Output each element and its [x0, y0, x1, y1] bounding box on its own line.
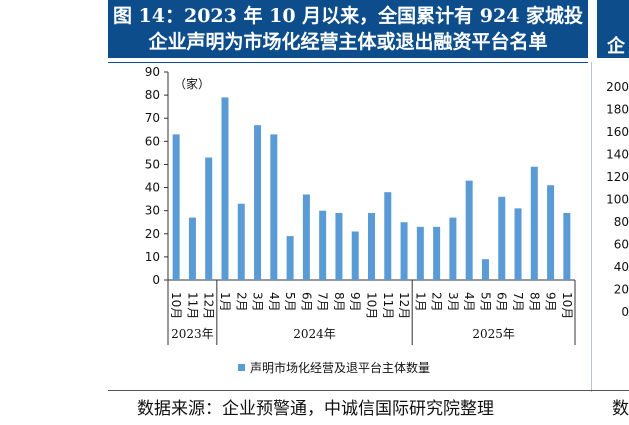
title-underline — [108, 62, 588, 63]
x-category-label: 5月 — [283, 292, 297, 312]
bar — [270, 134, 278, 280]
year-group-label: 2023年 — [171, 327, 214, 341]
bar — [416, 226, 424, 280]
x-category-label: 5月 — [478, 292, 492, 312]
year-group-label: 2024年 — [293, 327, 336, 341]
chart-title-line-1: 图 14：2023 年 10 月以来，全国累计有 924 家城投 — [112, 5, 584, 27]
y-tick-label: 30 — [145, 204, 160, 218]
x-category-label: 2月 — [234, 292, 248, 312]
bar — [302, 194, 310, 280]
adjacent-axis-tick-label: 100 — [606, 193, 629, 207]
x-category-label: 12月 — [397, 292, 411, 319]
bar — [205, 157, 213, 280]
y-tick-label: 20 — [145, 227, 160, 241]
x-category-label: 10月 — [169, 292, 183, 319]
x-category-label: 8月 — [527, 292, 541, 312]
bar — [254, 125, 262, 281]
bar — [221, 97, 229, 280]
bar — [465, 180, 473, 280]
x-category-label: 8月 — [332, 292, 346, 312]
x-category-label: 6月 — [495, 292, 509, 312]
bar — [188, 217, 196, 280]
bar — [563, 212, 571, 280]
x-category-label: 3月 — [251, 292, 265, 312]
x-category-label: 1月 — [413, 292, 427, 312]
bar — [286, 236, 294, 280]
bar — [400, 222, 408, 280]
bar — [547, 185, 555, 280]
adjacent-axis-tick-label: 140 — [606, 148, 629, 162]
bar — [481, 259, 489, 280]
bar — [449, 217, 457, 280]
adjacent-figure-title-fragment: 企 — [597, 0, 629, 58]
adjacent-axis-tick-label: 200 — [606, 80, 629, 94]
legend-label: 声明市场化经营及退平台主体数量 — [250, 360, 430, 375]
year-group-label: 2025年 — [472, 327, 515, 341]
x-category-label: 1月 — [218, 292, 232, 312]
bar — [530, 166, 538, 280]
adjacent-axis-tick-label: 40 — [614, 260, 629, 274]
y-tick-label: 60 — [145, 134, 160, 148]
y-tick-label: 50 — [145, 157, 160, 171]
adjacent-title-char: 企 — [607, 36, 625, 57]
bar — [335, 212, 343, 280]
bar — [498, 196, 506, 280]
adjacent-axis-tick-label: 80 — [614, 215, 629, 229]
y-tick-label: 90 — [145, 65, 160, 79]
x-category-label: 9月 — [348, 292, 362, 312]
y-tick-label: 80 — [145, 88, 160, 102]
adjacent-axis-tick-label: 20 — [614, 283, 629, 297]
y-tick-label: 40 — [145, 181, 160, 195]
bar — [433, 226, 441, 280]
adjacent-axis-tick-label: 60 — [614, 238, 629, 252]
panel-separator — [591, 62, 592, 392]
x-category-label: 4月 — [462, 292, 476, 312]
x-category-label: 7月 — [511, 292, 525, 312]
bar — [351, 231, 359, 280]
adjacent-axis-tick-label: 120 — [606, 170, 629, 184]
data-source-note: 数据来源：企业预警通，中诚信国际研究院整理 — [137, 399, 494, 419]
x-category-label: 11月 — [185, 292, 199, 319]
x-category-label: 3月 — [446, 292, 460, 312]
x-category-label: 7月 — [316, 292, 330, 312]
adjacent-source-fragment: 数 — [612, 399, 629, 419]
footer-rule — [108, 390, 629, 391]
legend-swatch — [238, 364, 245, 371]
x-category-label: 12月 — [202, 292, 216, 319]
bar — [172, 134, 180, 280]
chart-title-line-2: 企业声明为市场化经营主体或退出融资平台名单 — [148, 31, 548, 53]
x-category-label: 6月 — [299, 292, 313, 312]
bar — [319, 210, 327, 280]
bar — [384, 192, 392, 280]
x-category-label: 9月 — [544, 292, 558, 312]
chart-title-bar: 图 14：2023 年 10 月以来，全国累计有 924 家城投 企业声明为市场… — [108, 0, 588, 58]
bar — [514, 208, 522, 280]
x-category-label: 2月 — [430, 292, 444, 312]
adjacent-axis-tick-label: 180 — [606, 103, 629, 117]
bar — [237, 203, 245, 280]
y-unit-label: （家） — [174, 76, 210, 91]
adjacent-axis-tick-label: 160 — [606, 125, 629, 139]
adjacent-axis-tick-label: 0 — [621, 305, 629, 319]
y-tick-label: 10 — [145, 250, 160, 264]
bar — [368, 212, 375, 280]
x-category-label: 11月 — [381, 292, 395, 319]
x-category-label: 4月 — [267, 292, 281, 312]
y-tick-label: 0 — [152, 273, 160, 287]
x-category-label: 10月 — [365, 292, 379, 319]
x-category-label: 10月 — [560, 292, 574, 319]
y-tick-label: 70 — [145, 111, 160, 125]
